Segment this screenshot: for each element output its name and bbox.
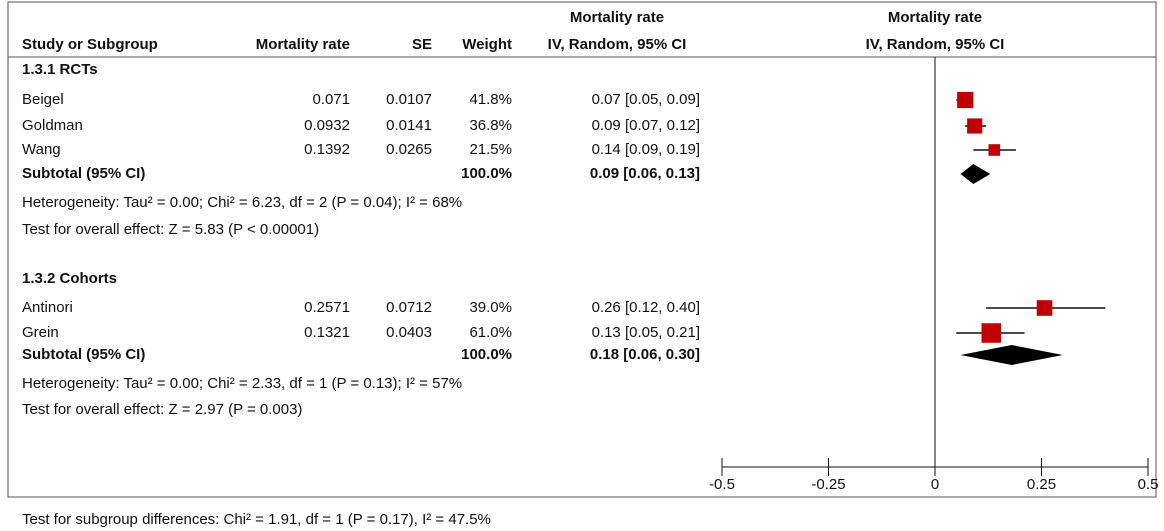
effect-square	[957, 91, 974, 109]
study-se: 0.0107	[386, 91, 432, 108]
study-se: 0.0141	[386, 117, 432, 134]
study-weight: 61.0%	[469, 324, 512, 341]
group-title: 1.3.2 Cohorts	[22, 270, 117, 287]
x-tick-label: 0.25	[1027, 476, 1056, 493]
subtotal-name: Subtotal (95% CI)	[22, 346, 145, 363]
study-name: Antinori	[22, 299, 73, 316]
study-ci: 0.14 [0.09, 0.19]	[592, 141, 700, 158]
heterogeneity: Heterogeneity: Tau² = 0.00; Chi² = 2.33,…	[22, 375, 462, 392]
overall-effect: Test for overall effect: Z = 2.97 (P = 0…	[22, 401, 302, 418]
header-rate: Mortality rate	[256, 36, 350, 53]
subtotal-weight: 100.0%	[461, 165, 512, 182]
study-rate: 0.071	[312, 91, 350, 108]
study-name: Goldman	[22, 117, 83, 134]
subtotal-weight: 100.0%	[461, 346, 512, 363]
study-se: 0.0403	[386, 324, 432, 341]
header-se: SE	[412, 36, 432, 53]
study-rate: 0.1321	[304, 324, 350, 341]
effect-square	[981, 323, 1002, 343]
header-plot-method: IV, Random, 95% CI	[866, 36, 1005, 53]
x-tick-label: -0.5	[709, 476, 735, 493]
subtotal-ci: 0.09 [0.06, 0.13]	[590, 165, 700, 182]
x-tick-label: -0.25	[811, 476, 845, 493]
header-ci-method: IV, Random, 95% CI	[548, 36, 687, 53]
study-name: Beigel	[22, 91, 64, 108]
effect-square	[1036, 300, 1053, 316]
study-weight: 21.5%	[469, 141, 512, 158]
subtotal-ci: 0.18 [0.06, 0.30]	[590, 346, 700, 363]
study-name: Wang	[22, 141, 61, 158]
study-weight: 39.0%	[469, 299, 512, 316]
study-rate: 0.0932	[304, 117, 350, 134]
effect-square	[967, 118, 983, 134]
group-title: 1.3.1 RCTs	[22, 61, 98, 78]
effect-square	[988, 144, 1001, 156]
x-tick-label: 0.5	[1138, 476, 1159, 493]
overall-effect: Test for overall effect: Z = 5.83 (P < 0…	[22, 221, 319, 238]
study-se: 0.0265	[386, 141, 432, 158]
frame	[7, 1, 1157, 498]
header-study: Study or Subgroup	[22, 36, 158, 53]
study-ci: 0.09 [0.07, 0.12]	[592, 117, 700, 134]
study-rate: 0.2571	[304, 299, 350, 316]
header-plot-top: Mortality rate	[888, 9, 982, 26]
study-name: Grein	[22, 324, 59, 341]
study-weight: 41.8%	[469, 91, 512, 108]
subtotal-diamond	[960, 345, 1063, 365]
study-ci: 0.26 [0.12, 0.40]	[592, 299, 700, 316]
x-tick-label: 0	[931, 476, 939, 493]
study-rate: 0.1392	[304, 141, 350, 158]
footer: Test for subgroup differences: Chi² = 1.…	[22, 511, 491, 528]
header-weight: Weight	[462, 36, 512, 53]
subtotal-name: Subtotal (95% CI)	[22, 165, 145, 182]
study-se: 0.0712	[386, 299, 432, 316]
study-ci: 0.07 [0.05, 0.09]	[592, 91, 700, 108]
subtotal-diamond	[960, 164, 991, 184]
header-ci-top: Mortality rate	[570, 9, 664, 26]
heterogeneity: Heterogeneity: Tau² = 0.00; Chi² = 6.23,…	[22, 194, 462, 211]
study-ci: 0.13 [0.05, 0.21]	[592, 324, 700, 341]
study-weight: 36.8%	[469, 117, 512, 134]
